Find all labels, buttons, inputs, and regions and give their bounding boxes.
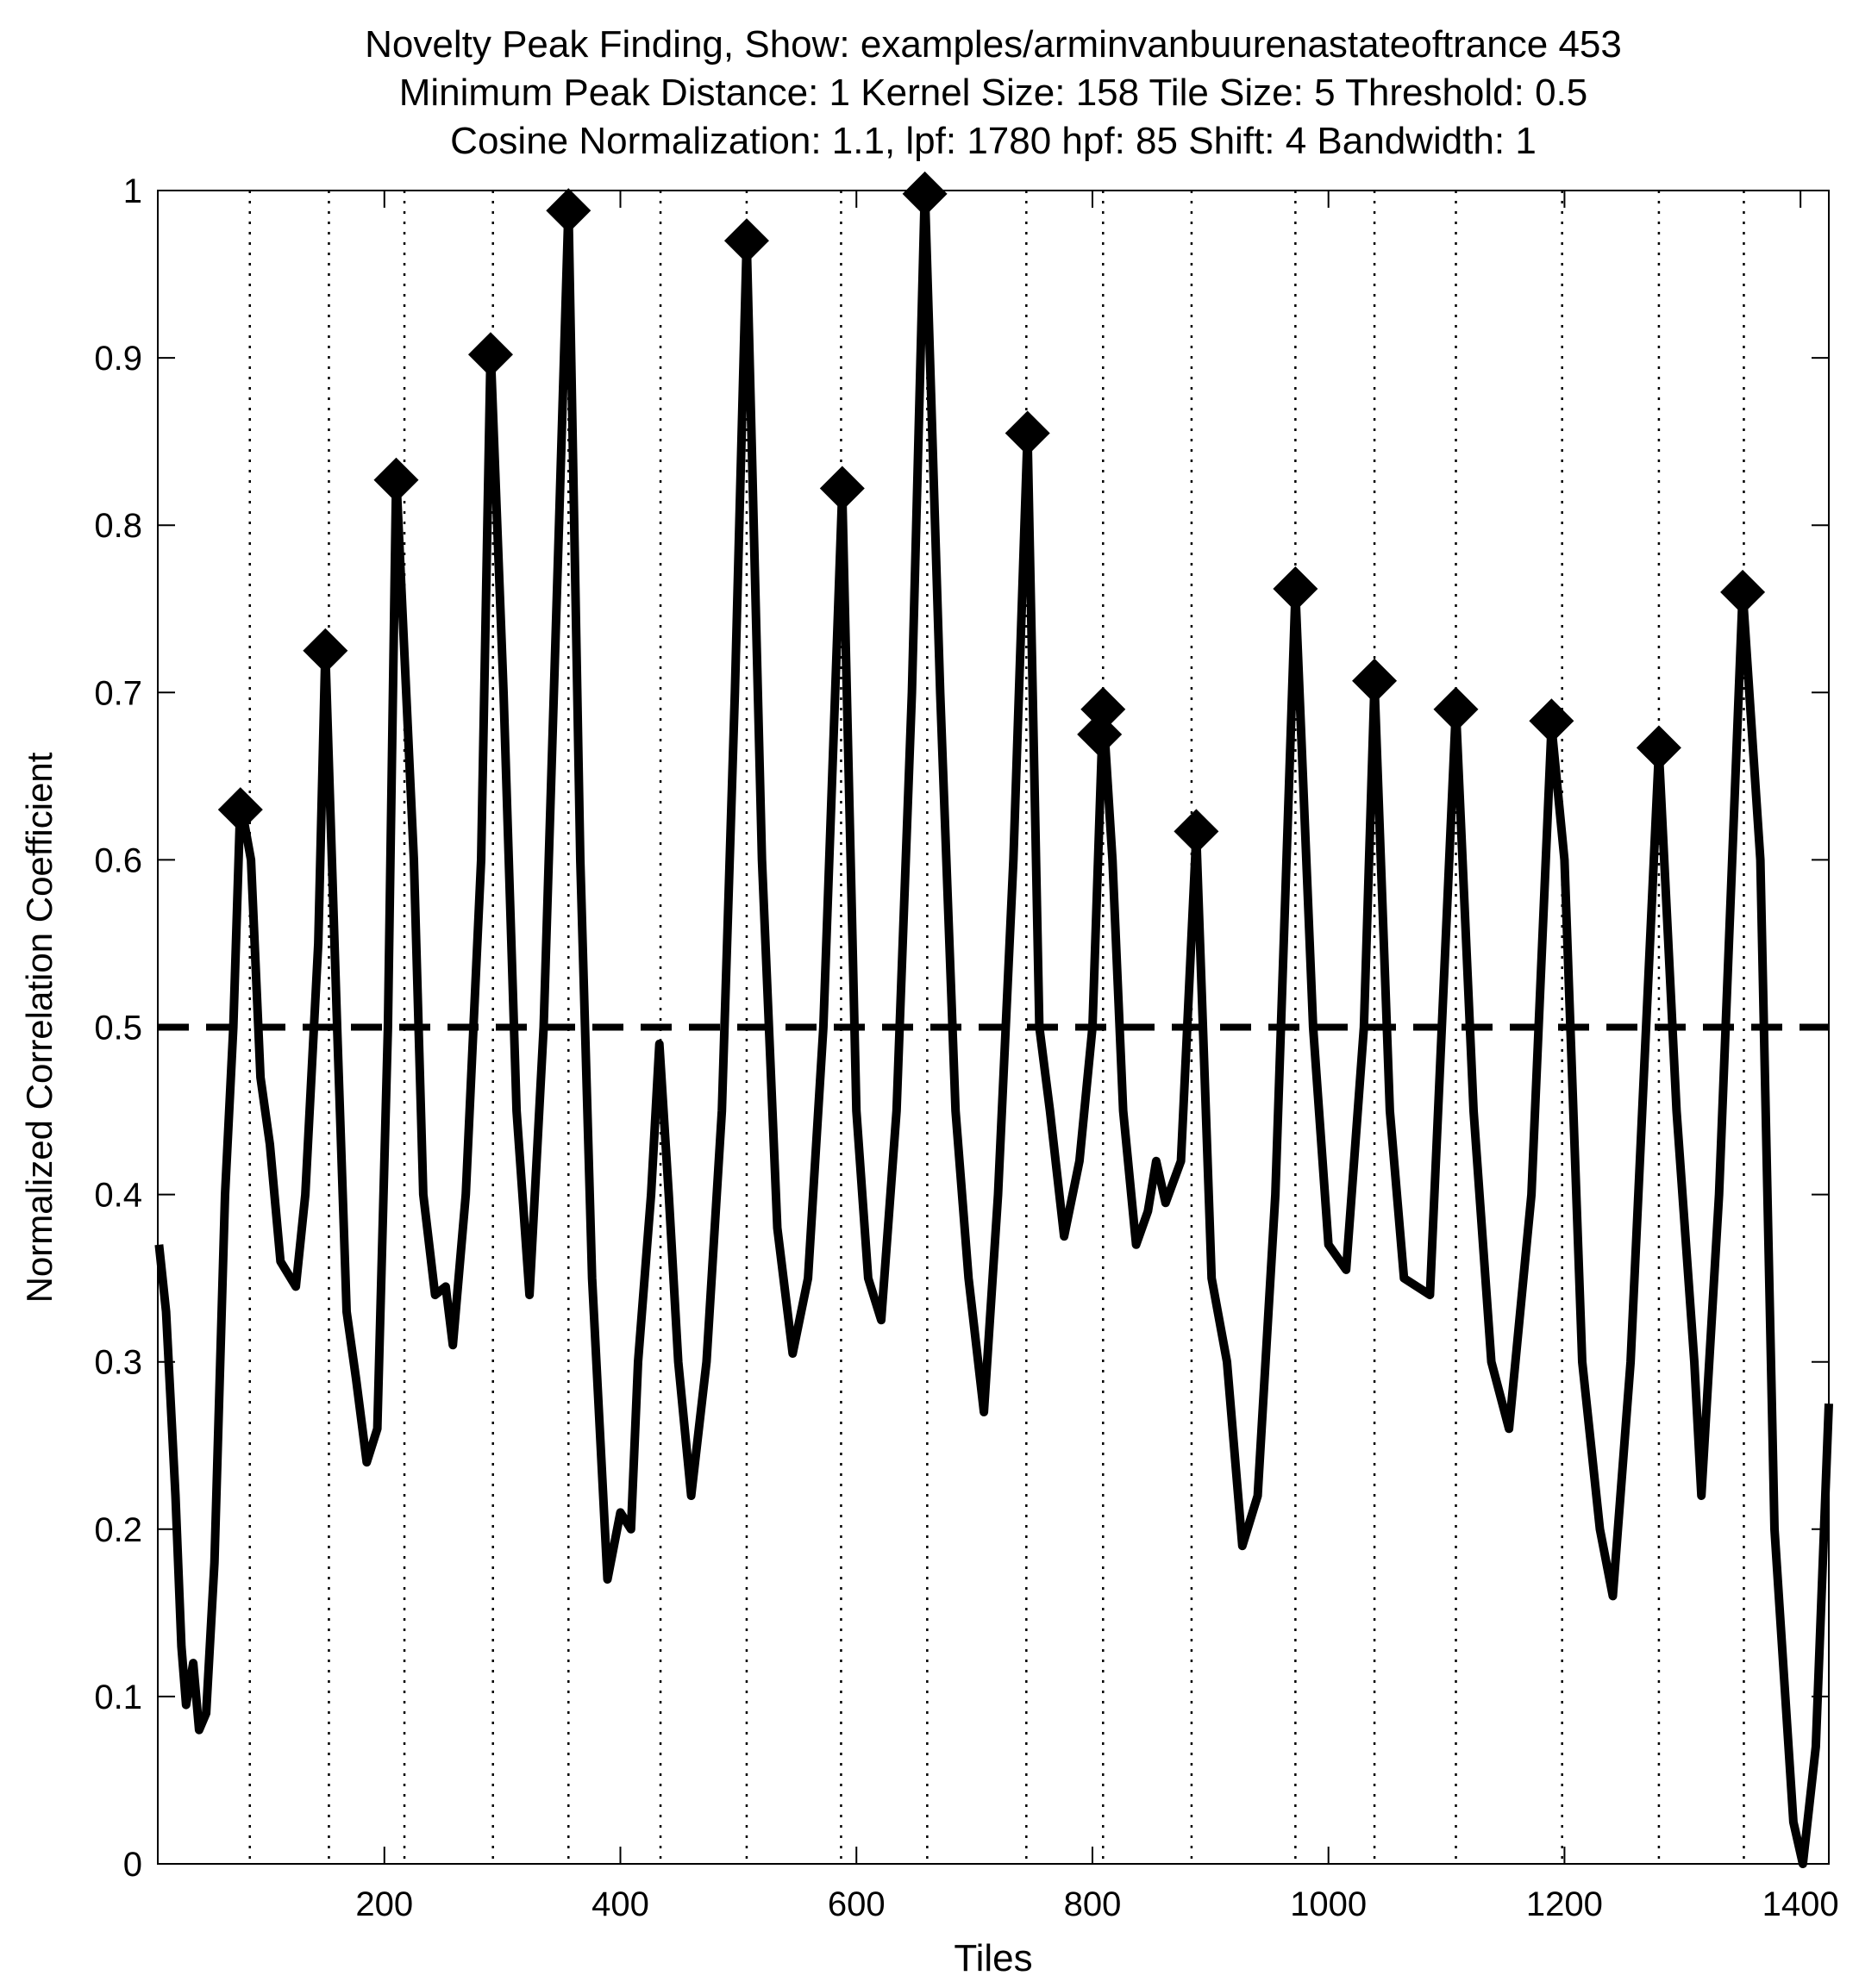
peak-marker <box>467 332 513 378</box>
peak-marker <box>723 218 769 264</box>
title-line: Minimum Peak Distance: 1 Kernel Size: 15… <box>399 72 1588 114</box>
peak-marker <box>1273 566 1318 611</box>
x-axis-label: Tiles <box>954 1937 1032 1979</box>
peak-marker <box>1720 569 1766 615</box>
peak-marker <box>1636 725 1681 771</box>
y-tick-label: 0.9 <box>94 340 142 378</box>
x-tick-label: 200 <box>355 1885 413 1923</box>
y-tick-label: 0.2 <box>94 1511 142 1549</box>
peak-marker <box>373 457 419 503</box>
peak-marker <box>1174 809 1219 854</box>
y-tick-label: 1 <box>123 172 142 210</box>
peak-marker <box>1433 686 1479 732</box>
peak-marker <box>546 188 592 234</box>
y-axis-label: Normalized Correlation Coefficient <box>19 752 59 1303</box>
peak-marker <box>902 171 948 216</box>
title-line: Novelty Peak Finding, Show: examples/arm… <box>365 23 1622 66</box>
y-tick-label: 0 <box>123 1846 142 1884</box>
peak-marker <box>1005 410 1050 456</box>
x-tick-label: 1200 <box>1526 1885 1603 1923</box>
peak-marker <box>1529 698 1574 744</box>
y-tick-label: 0.4 <box>94 1177 142 1215</box>
novelty-line <box>154 186 1833 1868</box>
y-tick-label: 0.8 <box>94 507 142 545</box>
peak-marker <box>1080 686 1126 732</box>
y-tick-label: 0.6 <box>94 841 142 879</box>
x-tick-label: 400 <box>592 1885 649 1923</box>
y-tick-label: 0.5 <box>94 1010 142 1047</box>
title-line: Cosine Normalization: 1.1, lpf: 1780 hpf… <box>450 120 1537 162</box>
y-tick-label: 0.3 <box>94 1344 142 1382</box>
peak-marker <box>303 628 348 673</box>
x-tick-label: 600 <box>828 1885 886 1923</box>
y-tick-label: 0.1 <box>94 1679 142 1716</box>
peak-marker <box>819 466 865 511</box>
x-tick-label: 1400 <box>1762 1885 1839 1923</box>
peak-marker <box>1352 658 1398 703</box>
peak-marker <box>217 787 263 833</box>
plot-frame <box>157 190 1830 1865</box>
x-tick-label: 800 <box>1064 1885 1122 1923</box>
y-tick-label: 0.7 <box>94 674 142 712</box>
x-tick-label: 1000 <box>1290 1885 1367 1923</box>
